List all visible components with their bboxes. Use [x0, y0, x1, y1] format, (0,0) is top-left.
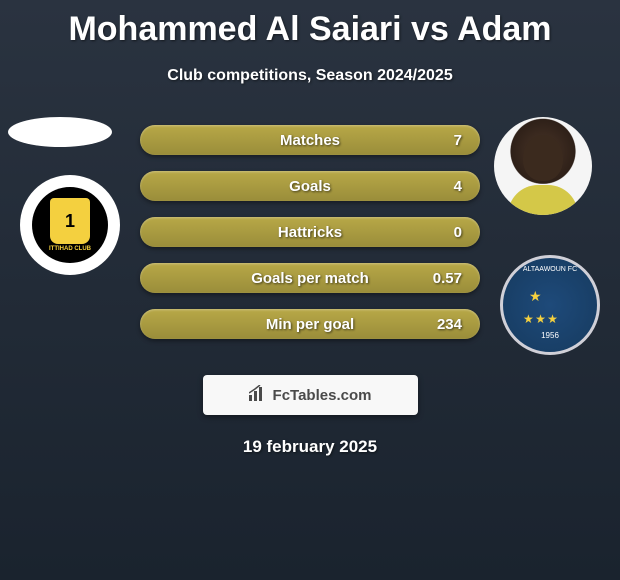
stat-rows: Matches 7 Goals 4 Hattricks 0 Goals per … — [140, 125, 480, 355]
chart-icon — [249, 385, 267, 406]
stat-label: Goals — [289, 178, 331, 195]
stat-label: Matches — [280, 132, 340, 149]
club-right-stars-icon — [527, 282, 573, 328]
page-title: Mohammed Al Saiari vs Adam — [0, 0, 620, 49]
subtitle: Club competitions, Season 2024/2025 — [0, 67, 620, 85]
player-left-avatar — [8, 117, 112, 147]
player-right-avatar — [494, 117, 592, 215]
stat-row-gpm: Goals per match 0.57 — [140, 263, 480, 293]
stat-row-mpg: Min per goal 234 — [140, 309, 480, 339]
date: 19 february 2025 — [0, 437, 620, 457]
club-right-badge: ALTAAWOUN FC 1956 — [500, 255, 600, 355]
stat-value-right: 234 — [437, 316, 462, 333]
club-left-inner: 1 ITTIHAD CLUB — [32, 187, 108, 263]
stat-label: Min per goal — [266, 316, 354, 333]
stat-row-hattricks: Hattricks 0 — [140, 217, 480, 247]
comparison-area: 1 ITTIHAD CLUB ALTAAWOUN FC 1956 Matches… — [0, 125, 620, 345]
club-right-name: ALTAAWOUN FC — [523, 266, 577, 273]
club-left-badge: 1 ITTIHAD CLUB — [20, 175, 120, 275]
stat-value-right: 0 — [454, 224, 462, 241]
stat-row-matches: Matches 7 — [140, 125, 480, 155]
club-left-shield: 1 — [50, 198, 90, 244]
stat-value-right: 4 — [454, 178, 462, 195]
watermark: FcTables.com — [203, 375, 418, 415]
stat-label: Goals per match — [251, 270, 369, 287]
stat-value-right: 0.57 — [433, 270, 462, 287]
club-left-label: ITTIHAD CLUB — [49, 246, 91, 252]
watermark-text: FcTables.com — [273, 387, 372, 404]
stat-label: Hattricks — [278, 224, 342, 241]
stat-value-right: 7 — [454, 132, 462, 149]
club-right-year: 1956 — [541, 331, 559, 340]
stat-row-goals: Goals 4 — [140, 171, 480, 201]
